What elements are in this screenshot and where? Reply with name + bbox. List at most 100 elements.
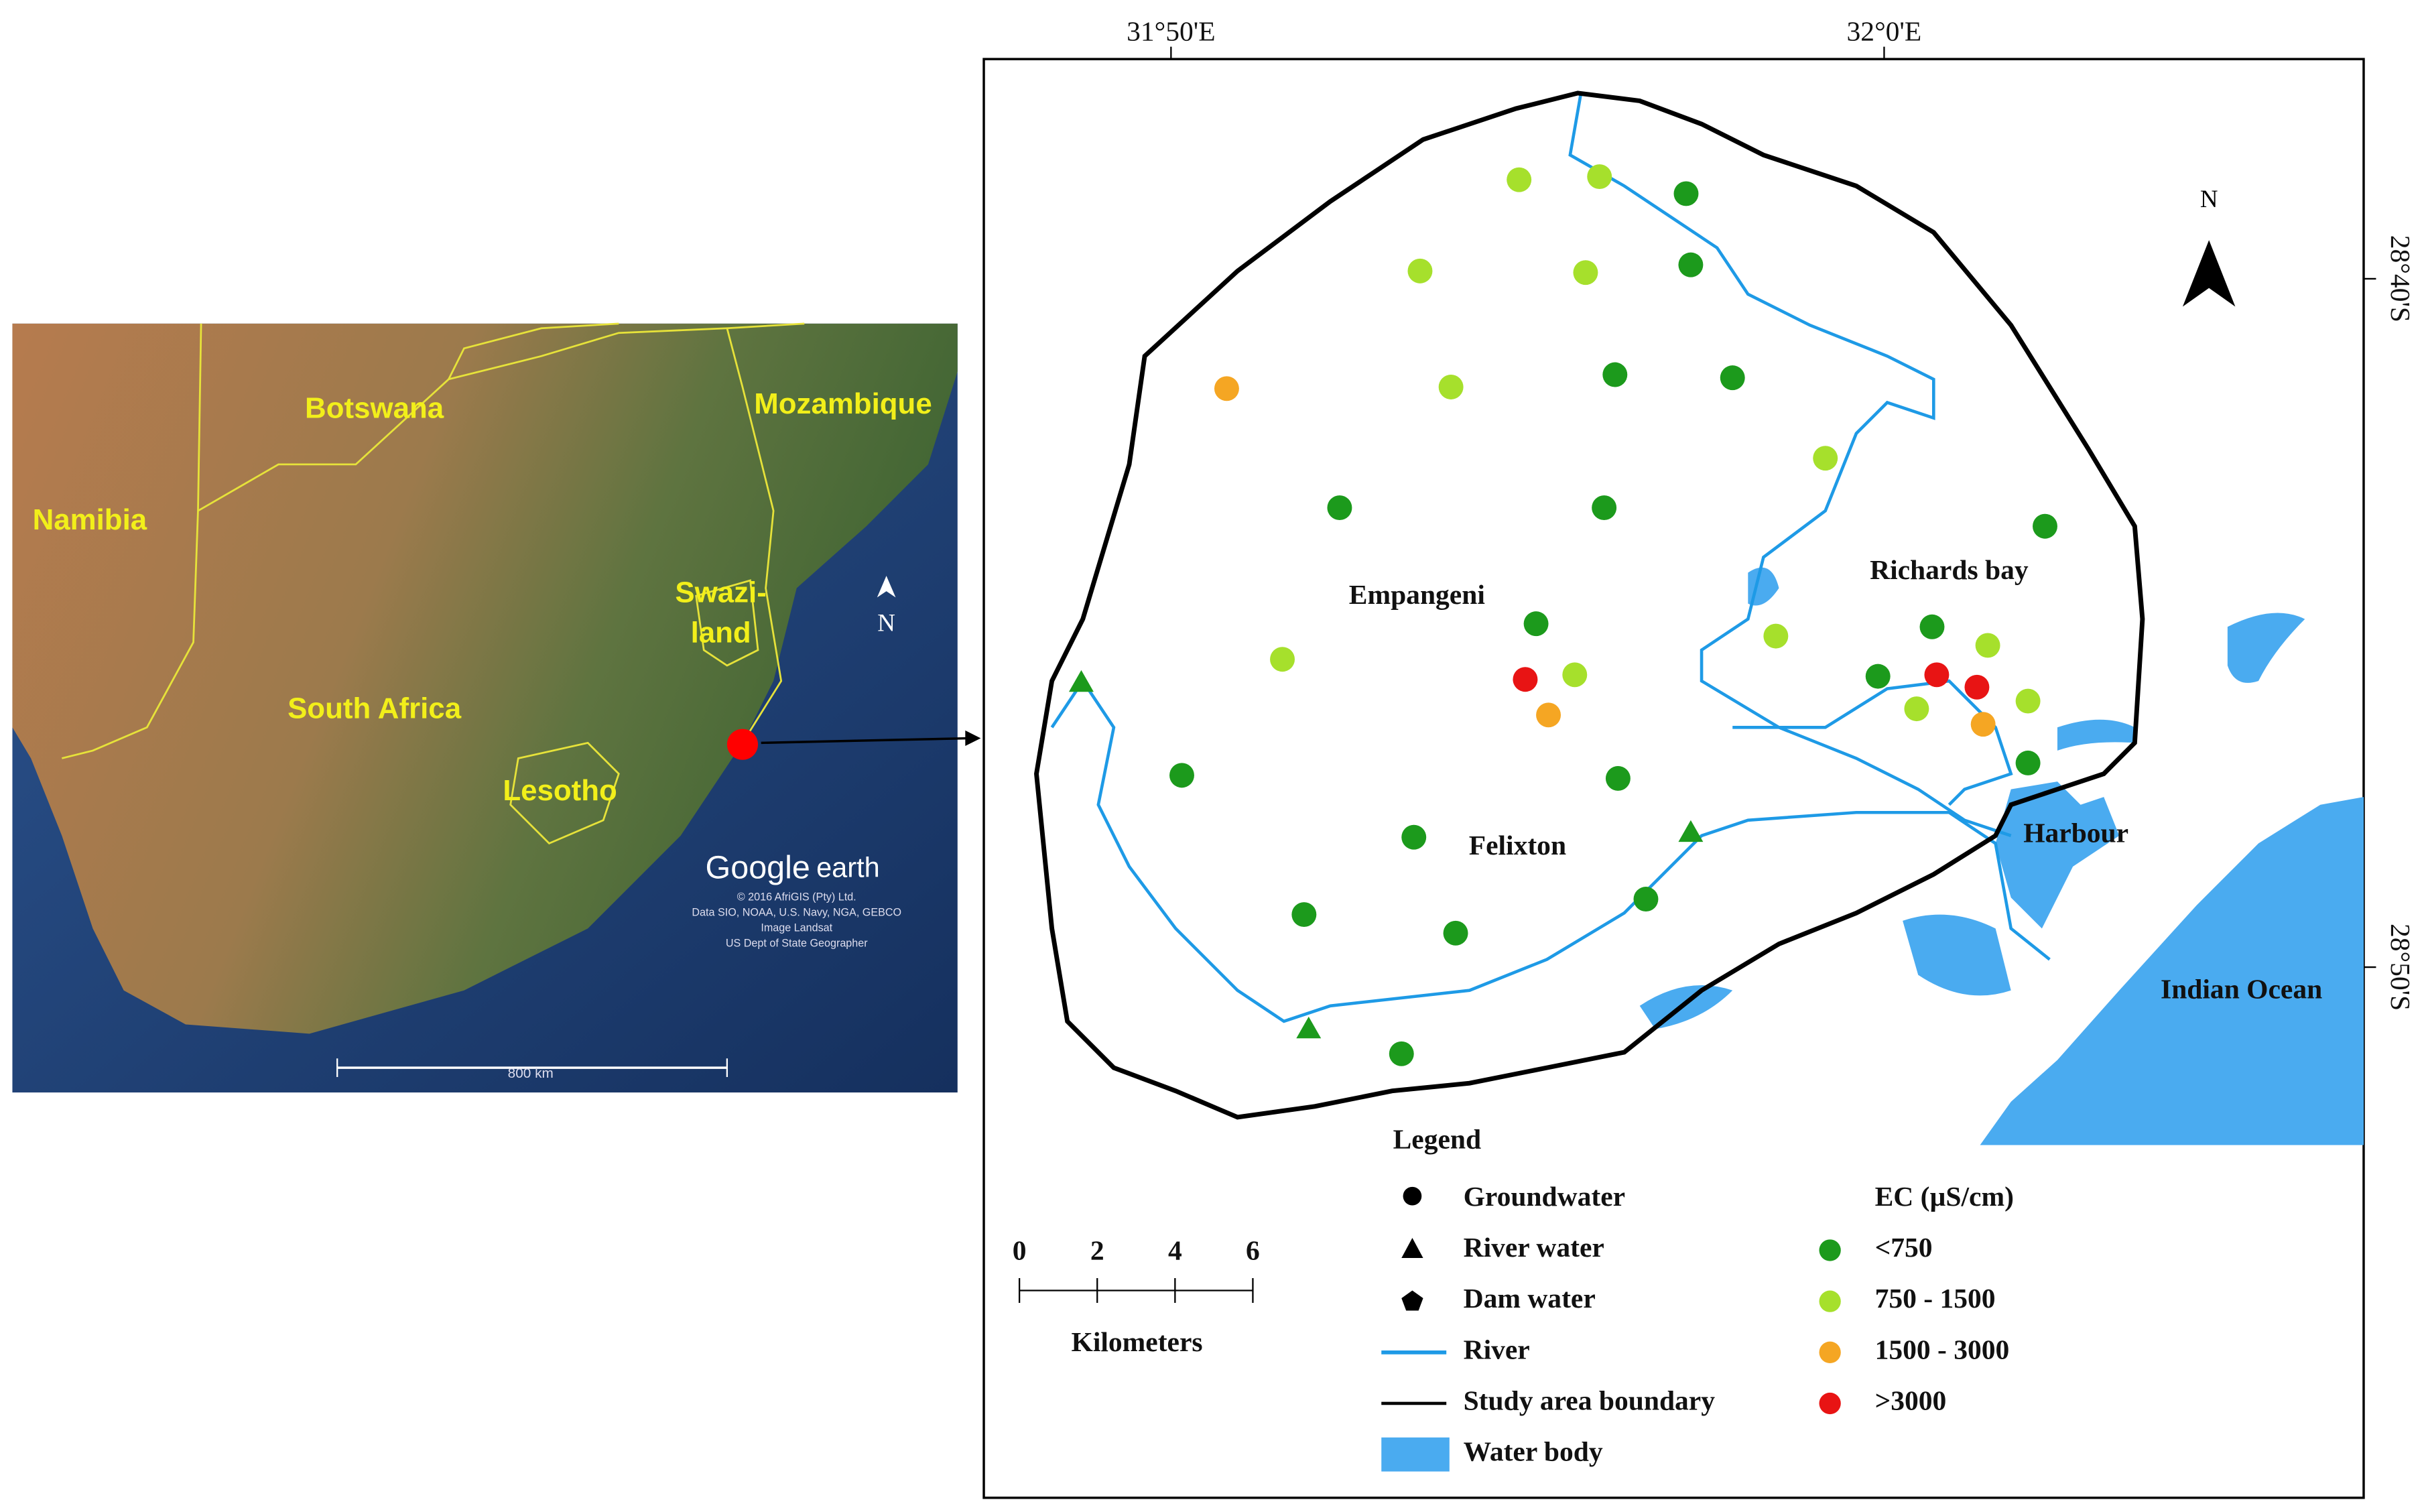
legend-symbol [1401, 1238, 1423, 1259]
groundwater-sample [1970, 712, 1996, 737]
groundwater-sample [1919, 614, 1945, 639]
groundwater-sample [1673, 181, 1699, 206]
legend-ec-symbol [1819, 1392, 1841, 1415]
longitude-label: 32°0'E [1847, 16, 1922, 47]
rivers [1050, 92, 2051, 1023]
study-map: N [982, 58, 2365, 1499]
groundwater-sample [1865, 664, 1891, 689]
country-label: Botswana [305, 392, 444, 425]
country-label: land [691, 616, 751, 649]
map-frame [982, 58, 2365, 1499]
pointer-head [965, 730, 981, 746]
place-label: Indian Ocean [2161, 974, 2322, 1005]
country-label: Lesotho [503, 774, 617, 807]
land [12, 323, 958, 1034]
groundwater-sample [1813, 446, 1838, 471]
groundwater-sample [1389, 1041, 1414, 1066]
groundwater-sample [1587, 164, 1612, 190]
credit: US Dept of State Geographer [726, 938, 868, 950]
groundwater-sample [2015, 688, 2041, 714]
logo: Google earth [706, 849, 880, 885]
country-label: Mozambique [754, 387, 932, 420]
legend-label: Study area boundary [1464, 1385, 1716, 1416]
groundwater-sample [1513, 667, 1538, 692]
study-boundary [1034, 90, 2145, 1120]
place-label: Felixton [1469, 830, 1566, 861]
latitude-label: 28°40'S [2385, 235, 2416, 322]
country-label: Swazi- [675, 576, 766, 609]
latitude-label: 28°50'S [2385, 924, 2416, 1011]
legend-ec-title: EC (µS/cm) [1875, 1181, 2014, 1212]
groundwater-sample [1507, 167, 1532, 192]
legend-label: Groundwater [1464, 1181, 1626, 1212]
groundwater-sample [1438, 375, 1464, 399]
borders [61, 322, 805, 845]
north-arrow [877, 576, 896, 598]
legend-title: Legend [1393, 1123, 1482, 1154]
groundwater-sample [1720, 365, 1745, 391]
legend-label: Dam water [1464, 1283, 1596, 1314]
scale-unit: Kilometers [1072, 1326, 1203, 1357]
river-sample [1678, 820, 1704, 842]
scale-tick-label: 0 [1013, 1235, 1027, 1266]
legend-symbol [1401, 1290, 1423, 1311]
longitude-label: 31°50'E [1127, 16, 1216, 47]
scale-tick-label: 2 [1090, 1235, 1104, 1266]
credit: Image Landsat [761, 922, 832, 934]
groundwater-sample [1401, 824, 1427, 850]
scale-label: 800 km [508, 1066, 554, 1081]
samples [1068, 164, 2057, 1066]
groundwater-sample [1573, 260, 1598, 286]
legend-label: River water [1464, 1232, 1604, 1263]
groundwater-sample [1964, 674, 1990, 700]
groundwater-sample [2033, 513, 2057, 539]
pointer-arrow [761, 737, 972, 745]
legend-label: Water body [1464, 1436, 1603, 1467]
groundwater-sample [1407, 258, 1433, 284]
groundwater-sample [1592, 495, 1617, 520]
credit: Data SIO, NOAA, U.S. Navy, NGA, GEBCO [692, 907, 901, 919]
labels: Botswana Mozambique Namibia Swazi-land South… [33, 16, 2416, 1472]
groundwater-sample [1443, 920, 1468, 946]
north-label: N [877, 609, 895, 636]
groundwater-sample [1270, 647, 1295, 672]
legend-ec-symbol [1819, 1341, 1841, 1363]
legend-symbol [1381, 1437, 1450, 1472]
legend-ec-label: 750 - 1500 [1875, 1283, 1996, 1314]
logo-earth: earth [816, 852, 880, 883]
study-location [726, 729, 759, 760]
country-label: Namibia [33, 503, 147, 536]
groundwater-sample [1214, 376, 1239, 401]
groundwater-sample [1763, 623, 1789, 649]
groundwater-sample [1605, 766, 1631, 791]
groundwater-sample [1924, 662, 1950, 688]
credit: © 2016 AfriGIS (Pty) Ltd. [737, 891, 856, 903]
groundwater-sample [1169, 763, 1194, 788]
river-sample [1296, 1016, 1322, 1039]
place-label: Empangeni [1349, 579, 1485, 610]
groundwater-sample [2015, 750, 2041, 775]
place-label: Richards bay [1870, 554, 2029, 585]
groundwater-sample [1562, 662, 1588, 688]
legend-symbol [1403, 1186, 1422, 1206]
groundwater-sample [1291, 902, 1317, 928]
groundwater-sample [1536, 702, 1561, 728]
water-bodies [1639, 567, 2364, 1145]
legend-ec-label: >3000 [1875, 1385, 1947, 1416]
groundwater-sample [1904, 696, 1929, 722]
groundwater-sample [1678, 252, 1704, 277]
groundwater-sample [1602, 362, 1628, 387]
logo-google: Google [706, 849, 810, 885]
groundwater-sample [1327, 495, 1352, 520]
north-label: N [2200, 185, 2218, 212]
country-label: South Africa [288, 692, 462, 724]
scale-tick-label: 4 [1168, 1235, 1182, 1266]
legend-ec-label: <750 [1875, 1232, 1933, 1263]
legend-ec-label: 1500 - 3000 [1875, 1334, 2010, 1365]
inset-map: 800 km N Google earth [12, 322, 958, 1093]
place-label: Harbour [2023, 817, 2128, 848]
groundwater-sample [1975, 633, 2000, 658]
groundwater-sample [1523, 611, 1549, 637]
river-sample [1068, 670, 1094, 692]
